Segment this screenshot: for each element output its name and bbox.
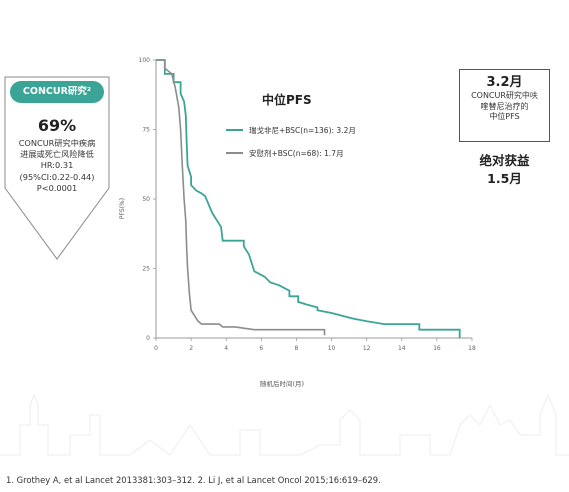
legend-swatch-gray xyxy=(226,152,243,154)
badge-line: 进展或死亡风险降低 xyxy=(20,149,94,160)
y-tick-label: 25 xyxy=(142,266,150,273)
y-axis-label: PFS(%) xyxy=(119,197,127,220)
y-tick-label: 75 xyxy=(142,127,150,134)
info-line: 喹替尼治疗的 xyxy=(480,101,529,111)
concur-badge xyxy=(4,76,110,260)
x-tick-label: 0 xyxy=(154,345,158,352)
info-line: 中位PFS xyxy=(489,112,520,121)
y-tick-label: 0 xyxy=(146,335,150,342)
x-tick-label: 18 xyxy=(468,345,476,352)
legend-item-placebo: 安慰剂+BSC(n=68): 1.7月 xyxy=(226,147,356,159)
x-tick-label: 10 xyxy=(328,345,336,352)
y-tick-label: 100 xyxy=(139,57,151,64)
median-pfs-value: 3.2月 xyxy=(486,75,523,90)
x-tick-label: 6 xyxy=(259,345,263,352)
badge-line: HR:0.31 xyxy=(40,160,74,171)
absolute-gain-value: 1.5月 xyxy=(487,171,522,186)
x-tick-label: 2 xyxy=(189,345,193,352)
x-axis-label: 随机后时间(月) xyxy=(260,380,305,388)
badge-title: CONCUR研究² xyxy=(22,86,92,97)
series-line-placebo xyxy=(156,59,326,336)
y-tick-label: 50 xyxy=(142,196,150,203)
chart-legend: 瑞戈非尼+BSC(n=136): 3.2月 安慰剂+BSC(n=68): 1.7… xyxy=(226,124,356,170)
skyline-watermark xyxy=(0,393,569,456)
x-tick-label: 8 xyxy=(295,345,299,352)
median-pfs-box: 3.2月 CONCUR研究中呋 喹替尼治疗的 中位PFS xyxy=(459,69,550,142)
badge-shield-shape xyxy=(4,76,110,260)
series-line-regorafenib xyxy=(156,59,461,338)
x-tick-label: 16 xyxy=(433,345,441,352)
badge-percent: 69% xyxy=(37,116,77,135)
references-footnote: 1. Grothey A, et al Lancet 2013381:303–3… xyxy=(6,475,381,485)
badge-line: CONCUR研究中疾病 xyxy=(18,138,96,148)
badge-line: (95%CI:0.22-0.44) xyxy=(19,171,95,182)
x-tick-label: 14 xyxy=(398,345,406,352)
legend-item-regorafenib: 瑞戈非尼+BSC(n=136): 3.2月 xyxy=(226,124,356,136)
x-tick-label: 4 xyxy=(224,345,228,352)
badge-description: CONCUR研究中疾病 进展或死亡风险降低 HR:0.31 (95%CI:0.2… xyxy=(4,138,110,194)
legend-label: 安慰剂+BSC(n=68): 1.7月 xyxy=(249,148,344,158)
absolute-gain: 绝对获益 1.5月 xyxy=(459,152,550,188)
chart-title: 中位PFS xyxy=(262,93,312,107)
legend-swatch-teal xyxy=(226,129,243,131)
info-line: CONCUR研究中呋 xyxy=(471,91,538,100)
x-tick-label: 12 xyxy=(363,345,371,352)
badge-line: P<0.0001 xyxy=(36,182,78,193)
absolute-gain-label: 绝对获益 xyxy=(479,153,530,168)
legend-label: 瑞戈非尼+BSC(n=136): 3.2月 xyxy=(249,125,356,135)
